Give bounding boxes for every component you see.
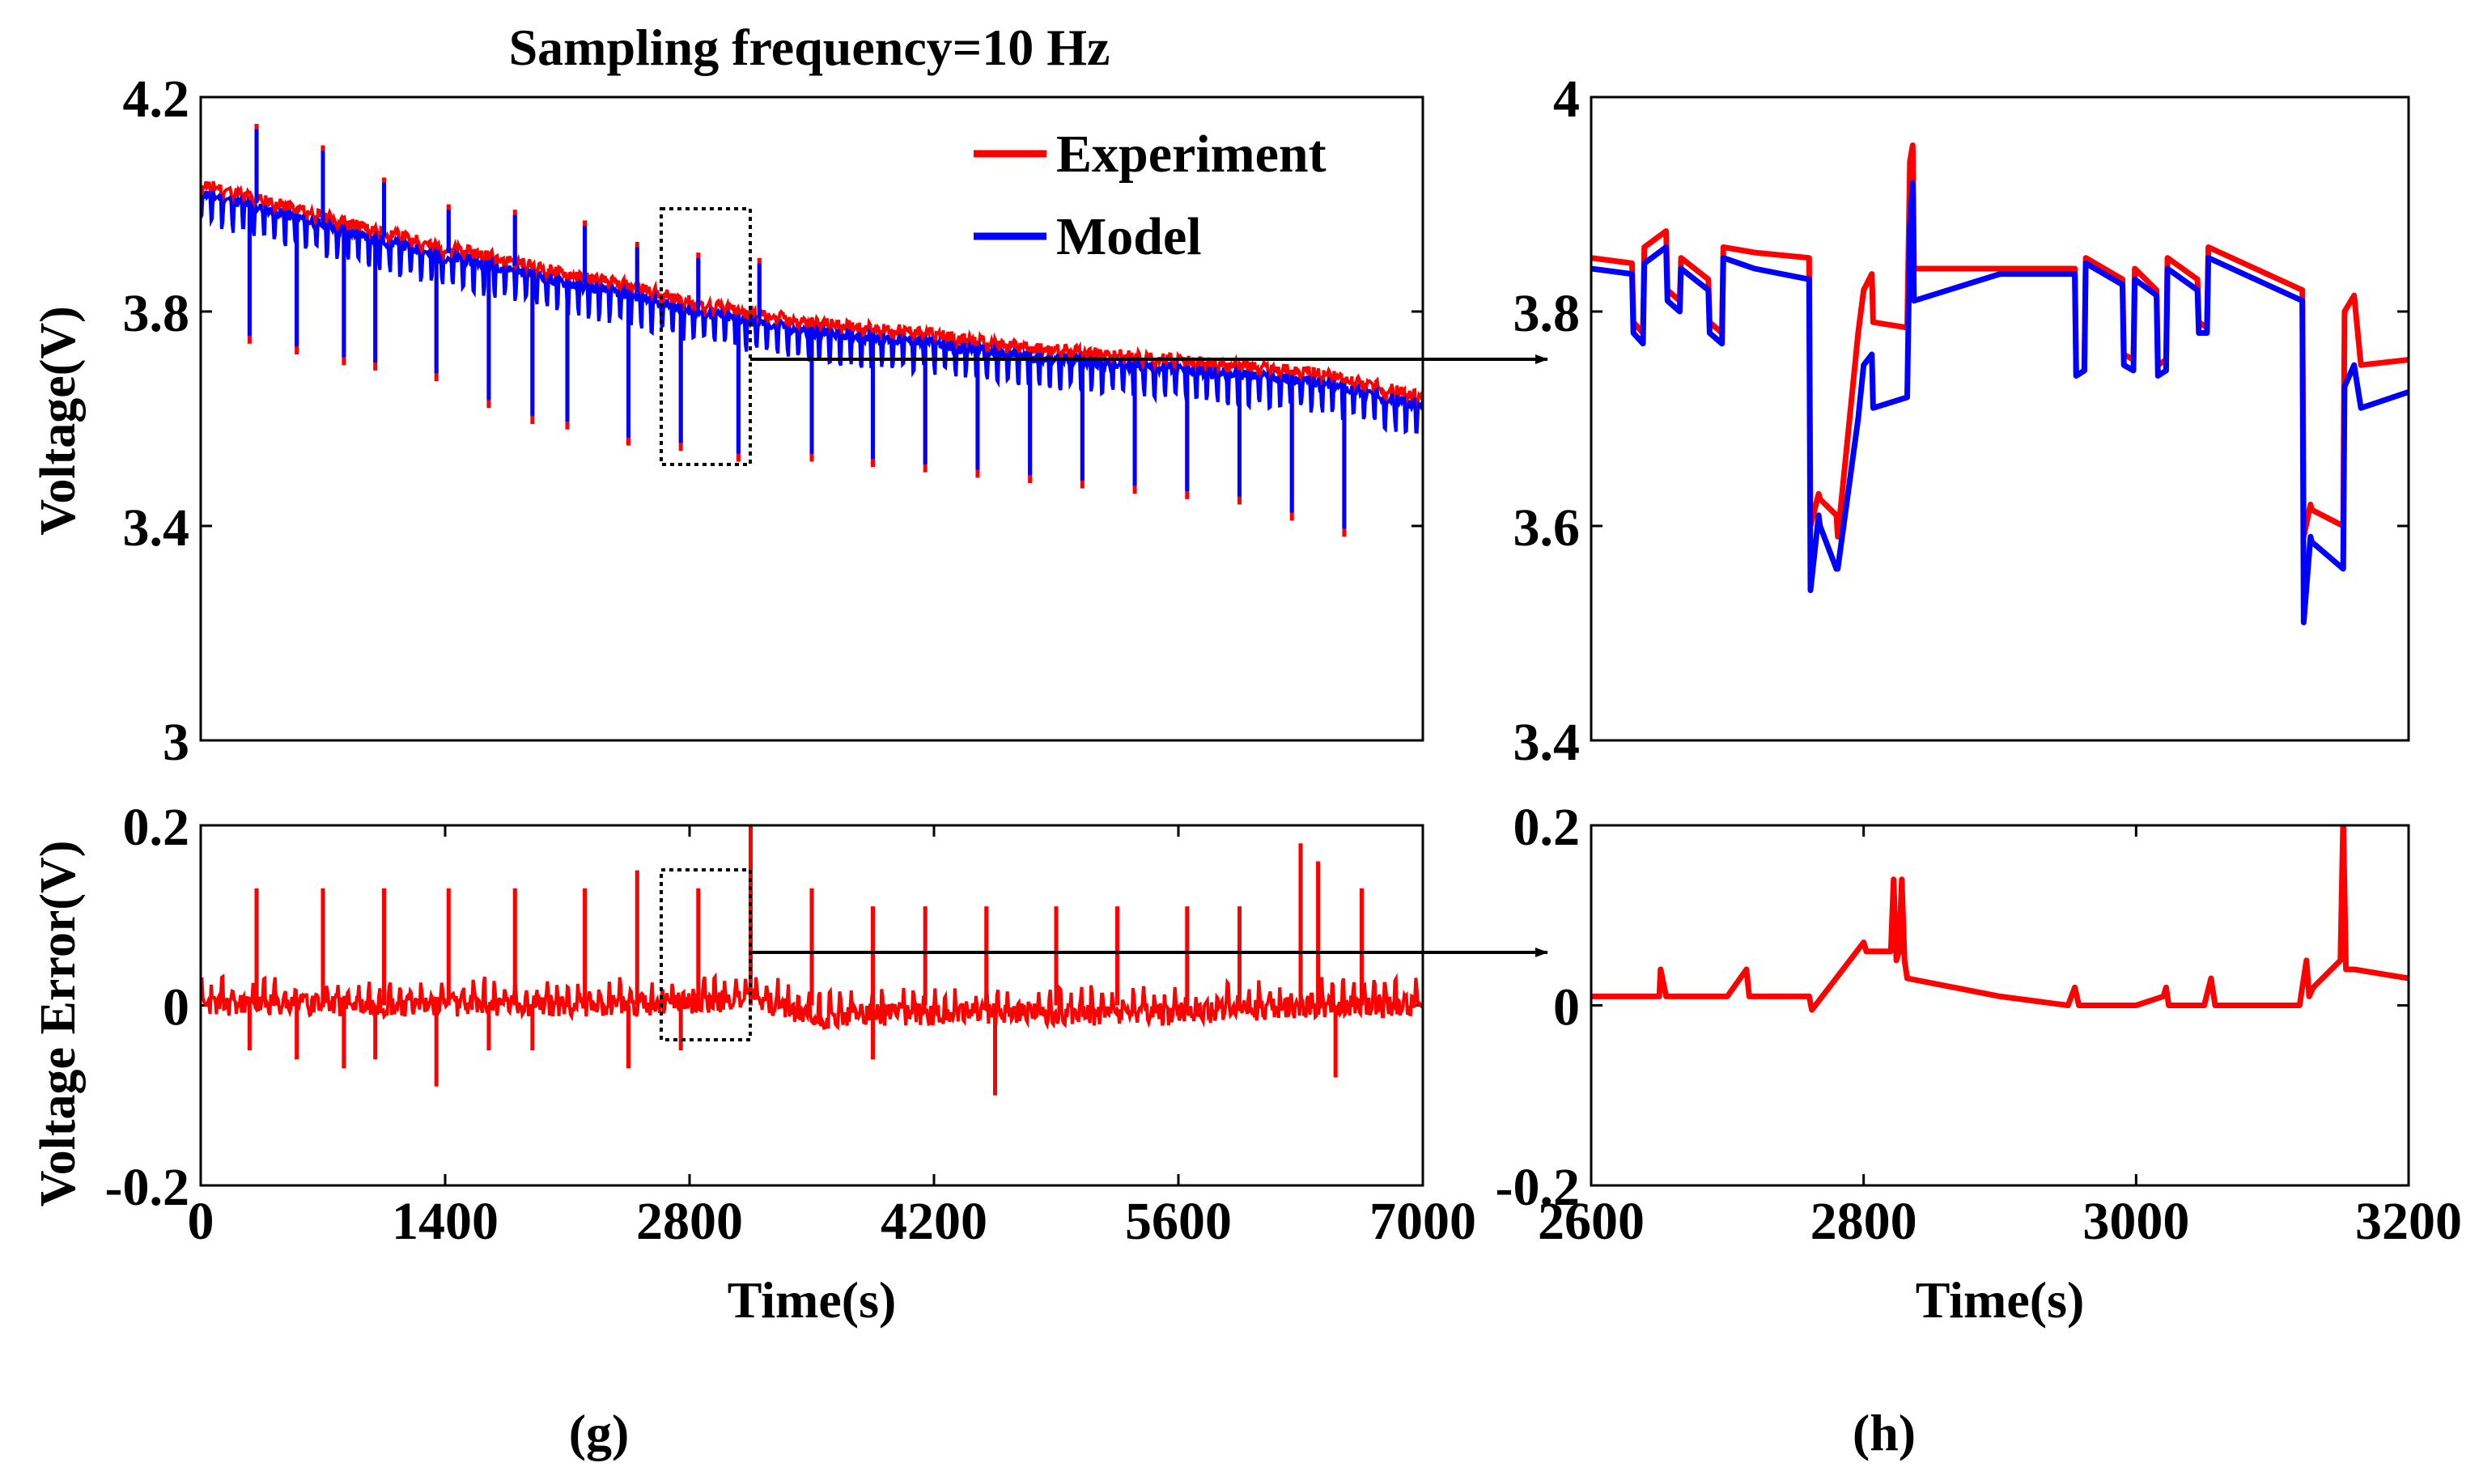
g-voltage-frame bbox=[199, 95, 1424, 742]
g-error-xtick-label: 4200 bbox=[881, 1192, 987, 1251]
figure-title: Sampling frequency=10 Hz bbox=[509, 19, 1110, 76]
legend-experiment-label: Experiment bbox=[1056, 125, 1327, 184]
h-error-ytick-label: 0.2 bbox=[1513, 798, 1581, 857]
h-error-xtick-label: 3000 bbox=[2082, 1192, 2189, 1251]
h-voltage-series-model bbox=[1591, 180, 2409, 625]
h-voltage-frame bbox=[1590, 95, 2410, 742]
h-error-xtick-label: 2600 bbox=[1538, 1192, 1645, 1251]
g-voltage-ytick-label: 3 bbox=[163, 713, 189, 772]
legend: Experiment Model bbox=[974, 125, 1327, 266]
h-voltage-series-experiment bbox=[1591, 142, 2409, 540]
g-error-panel: -0.200.20 1400 2800 4200 5600 7000 bbox=[105, 798, 1476, 1251]
g-error-xtick-label: 0 bbox=[188, 1192, 214, 1251]
g-error-frame bbox=[199, 824, 1424, 1187]
h-voltage-panel: 3.4 3.6 3.8 4 bbox=[1513, 70, 2410, 772]
h-error-ytick-label: -0.2 bbox=[1496, 1158, 1580, 1217]
g-error-xtick-label: 7000 bbox=[1369, 1192, 1476, 1251]
h-error-xlabel: Time(s) bbox=[1916, 1271, 2085, 1329]
g-voltage-ylabel: Voltage(V) bbox=[31, 306, 86, 536]
g-voltage-ytick-label: 3.4 bbox=[123, 498, 190, 558]
g-error-zoom-box bbox=[660, 868, 752, 1041]
h-voltage-ytick-label: 3.8 bbox=[1513, 284, 1581, 343]
h-error-xtick-label: 3200 bbox=[2355, 1192, 2462, 1251]
legend-model-label: Model bbox=[1056, 207, 1202, 266]
g-error-xtick-label: 2800 bbox=[636, 1192, 743, 1251]
g-voltage-ytick-label: 3.8 bbox=[123, 284, 190, 343]
h-error-ytick-label: 0 bbox=[1553, 978, 1580, 1037]
panel-label-h: (h) bbox=[1853, 1404, 1916, 1461]
h-voltage-ytick-label: 3.4 bbox=[1513, 713, 1581, 772]
g-error-series bbox=[201, 972, 1423, 1031]
g-voltage-panel: 3 3.4 3.8 4.2 bbox=[123, 70, 1424, 772]
g-error-ytick-label: -0.2 bbox=[105, 1158, 189, 1217]
g-error-ylabel: Voltage Error(V) bbox=[31, 841, 86, 1207]
h-error-xtick-label: 2800 bbox=[1810, 1192, 1917, 1251]
h-voltage-ytick-label: 4 bbox=[1553, 70, 1580, 129]
g-error-ytick-label: 0 bbox=[163, 978, 189, 1037]
g-error-xtick-label: 1400 bbox=[392, 1192, 499, 1251]
g-voltage-zoom-box bbox=[660, 207, 752, 466]
h-error-panel: -0.2 0 0.2 2600 2800 3000 3200 bbox=[1496, 798, 2462, 1251]
g-error-xlabel: Time(s) bbox=[728, 1271, 897, 1329]
h-voltage-ytick-label: 3.6 bbox=[1513, 498, 1581, 558]
h-error-series bbox=[1591, 825, 2409, 1013]
panel-label-g: (g) bbox=[569, 1404, 630, 1461]
g-error-xtick-label: 5600 bbox=[1125, 1192, 1232, 1251]
h-error-frame bbox=[1590, 824, 2410, 1187]
g-voltage-ytick-label: 4.2 bbox=[123, 70, 190, 129]
g-error-ytick-label: 0.2 bbox=[123, 798, 190, 857]
